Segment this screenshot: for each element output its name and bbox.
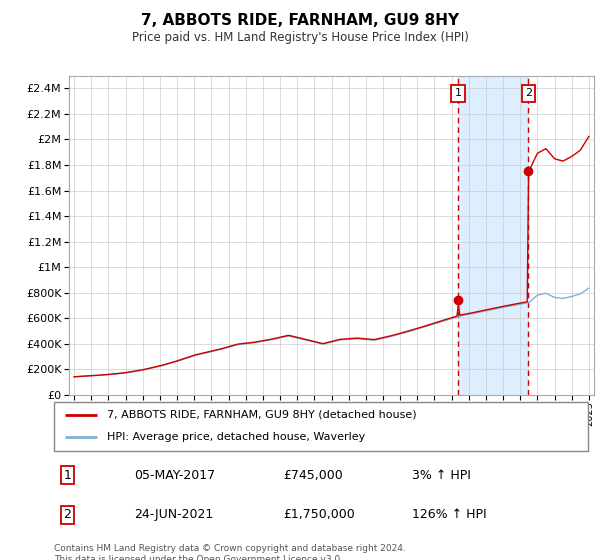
Text: 3% ↑ HPI: 3% ↑ HPI: [412, 469, 470, 482]
Text: 05-MAY-2017: 05-MAY-2017: [134, 469, 215, 482]
Text: 126% ↑ HPI: 126% ↑ HPI: [412, 508, 487, 521]
Text: £1,750,000: £1,750,000: [284, 508, 355, 521]
Text: Price paid vs. HM Land Registry's House Price Index (HPI): Price paid vs. HM Land Registry's House …: [131, 31, 469, 44]
Text: 1: 1: [64, 469, 71, 482]
Text: 7, ABBOTS RIDE, FARNHAM, GU9 8HY: 7, ABBOTS RIDE, FARNHAM, GU9 8HY: [141, 13, 459, 28]
Text: 2: 2: [64, 508, 71, 521]
Bar: [458, 76, 529, 395]
Text: Contains HM Land Registry data © Crown copyright and database right 2024.
This d: Contains HM Land Registry data © Crown c…: [54, 544, 406, 560]
Text: HPI: Average price, detached house, Waverley: HPI: Average price, detached house, Wave…: [107, 432, 365, 442]
Text: 7, ABBOTS RIDE, FARNHAM, GU9 8HY (detached house): 7, ABBOTS RIDE, FARNHAM, GU9 8HY (detach…: [107, 410, 417, 420]
Text: £745,000: £745,000: [284, 469, 343, 482]
Text: 24-JUN-2021: 24-JUN-2021: [134, 508, 214, 521]
Text: 1: 1: [454, 88, 461, 99]
Text: 2: 2: [525, 88, 532, 99]
